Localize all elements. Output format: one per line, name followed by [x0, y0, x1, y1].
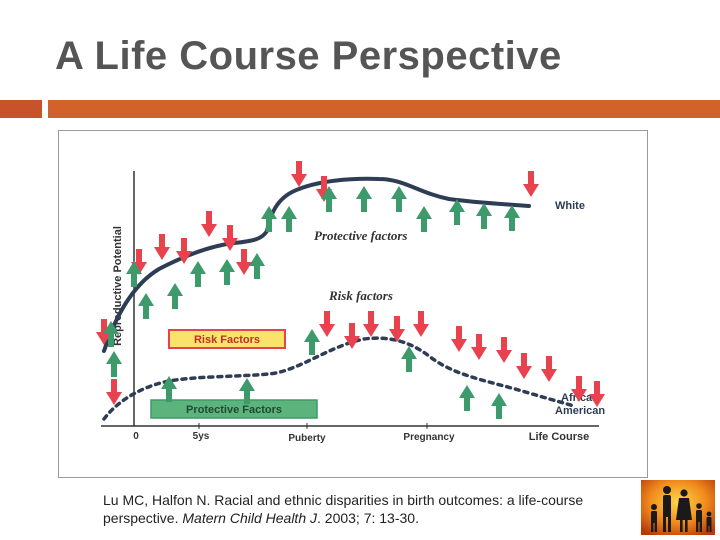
x-tick-life-course: Life Course	[529, 431, 590, 443]
citation-authors-title: Lu MC, Halfon N. Racial and ethnic dispa…	[103, 492, 584, 526]
risk-factor-arrow-17	[471, 334, 487, 360]
y-axis-label: Reproductive Potential	[112, 226, 124, 346]
risk-factor-arrow-21	[523, 171, 539, 197]
citation: Lu MC, Halfon N. Racial and ethnic dispa…	[103, 491, 623, 527]
white-curve-label: White	[555, 200, 585, 212]
risk-factor-arrow-18	[496, 337, 512, 363]
risk-factor-arrow-15	[413, 311, 429, 337]
family-silhouette-icon	[641, 480, 715, 535]
x-tick-5ys: 5ys	[193, 431, 210, 442]
risk-factor-arrow-19	[516, 353, 532, 379]
protective-factor-arrow-13	[356, 186, 372, 212]
life-course-diagram: Reproductive Potential White African Ame…	[58, 130, 648, 478]
protective-factors-legend: Protective Factors	[150, 399, 318, 419]
risk-factors-legend: Risk Factors	[168, 329, 286, 349]
risk-factor-arrow-6	[201, 211, 217, 237]
protective-factor-arrow-22	[459, 385, 475, 411]
protective-factor-arrow-20	[304, 329, 320, 355]
protective-factor-arrow-9	[249, 253, 265, 279]
protective-factors-annotation: Protective factors	[314, 228, 408, 243]
risk-factor-arrow-11	[319, 311, 335, 337]
protective-factor-arrow-23	[491, 393, 507, 419]
protective-factor-arrow-4	[138, 293, 154, 319]
title-rule-accent	[0, 100, 42, 118]
risk-factor-arrow-2	[106, 379, 122, 405]
risk-factors-legend-label: Risk Factors	[194, 334, 260, 346]
protective-factor-arrow-18	[504, 205, 520, 231]
slide-title: A Life Course Perspective	[55, 34, 562, 78]
protective-factor-arrow-15	[416, 206, 432, 232]
risk-factor-arrow-20	[541, 356, 557, 382]
protective-factor-arrow-8	[219, 259, 235, 285]
protective-factor-arrow-21	[401, 346, 417, 372]
protective-factor-arrow-11	[281, 206, 297, 232]
protective-factor-arrow-14	[391, 186, 407, 212]
protective-factor-arrow-6	[167, 283, 183, 309]
risk-factor-arrow-8	[236, 249, 252, 275]
x-tick-puberty: Puberty	[288, 433, 326, 444]
protective-factor-arrow-7	[190, 261, 206, 287]
protective-factors-legend-label: Protective Factors	[186, 404, 282, 416]
white-curve	[102, 176, 531, 353]
risk-factor-arrow-9	[291, 161, 307, 187]
x-tick-pregnancy: Pregnancy	[403, 432, 455, 443]
risk-factor-arrow-7	[222, 225, 238, 251]
title-rule	[48, 100, 720, 118]
x-tick-0: 0	[133, 431, 139, 442]
protective-factor-arrow-17	[476, 203, 492, 229]
citation-journal: Matern Child Health J	[182, 510, 317, 526]
protective-factor-arrow-16	[449, 199, 465, 225]
risk-factors-annotation: Risk factors	[328, 288, 393, 303]
protective-factor-arrow-2	[106, 351, 122, 377]
citation-details: . 2003; 7: 13-30.	[317, 510, 419, 526]
risk-factor-arrow-4	[154, 234, 170, 260]
african-american-label-line2: American	[555, 405, 605, 417]
risk-factor-arrow-13	[363, 311, 379, 337]
risk-factor-arrow-16	[451, 326, 467, 352]
